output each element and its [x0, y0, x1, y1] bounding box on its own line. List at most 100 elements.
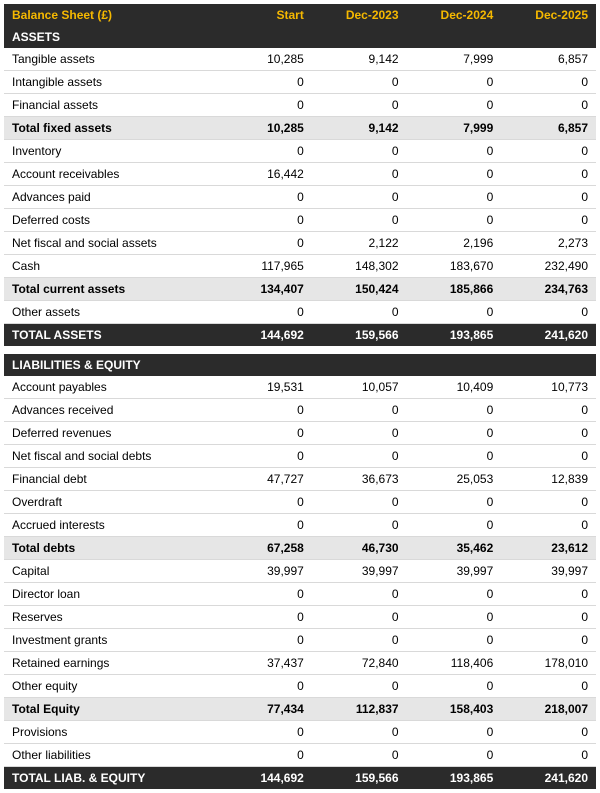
row-value: 10,285: [217, 117, 312, 140]
row-value: 234,763: [501, 278, 596, 301]
row-value: 0: [407, 140, 502, 163]
row-value: 0: [312, 163, 407, 186]
row-value: 0: [407, 186, 502, 209]
row-value: 10,057: [312, 376, 407, 399]
table-row: Overdraft0000: [4, 491, 596, 514]
table-row: Total current assets134,407150,424185,86…: [4, 278, 596, 301]
table-row: Total fixed assets10,2859,1427,9996,857: [4, 117, 596, 140]
row-value: 0: [217, 399, 312, 422]
row-value: 47,727: [217, 468, 312, 491]
row-value: 0: [217, 186, 312, 209]
row-label: Deferred costs: [4, 209, 217, 232]
row-value: 0: [407, 445, 502, 468]
row-value: 0: [217, 629, 312, 652]
table-row: Advances paid0000: [4, 186, 596, 209]
row-value: 0: [501, 445, 596, 468]
row-value: 0: [407, 744, 502, 767]
row-value: 0: [217, 94, 312, 117]
row-value: 193,865: [407, 767, 502, 790]
row-value: 0: [501, 399, 596, 422]
row-value: 0: [312, 399, 407, 422]
row-value: 0: [217, 422, 312, 445]
row-value: 0: [217, 232, 312, 255]
row-label: Financial debt: [4, 468, 217, 491]
row-label: Other assets: [4, 301, 217, 324]
table-row: Total Equity77,434112,837158,403218,007: [4, 698, 596, 721]
row-value: 241,620: [501, 767, 596, 790]
table-row: LIABILITIES & EQUITY: [4, 354, 596, 376]
row-label: Provisions: [4, 721, 217, 744]
row-value: 16,442: [217, 163, 312, 186]
row-value: 0: [217, 744, 312, 767]
table-row: Inventory0000: [4, 140, 596, 163]
row-value: 117,965: [217, 255, 312, 278]
row-value: 134,407: [217, 278, 312, 301]
row-value: 0: [312, 606, 407, 629]
row-value: 0: [501, 422, 596, 445]
row-value: 7,999: [407, 117, 502, 140]
row-label: Total fixed assets: [4, 117, 217, 140]
row-value: 0: [312, 422, 407, 445]
row-value: 23,612: [501, 537, 596, 560]
row-value: 0: [312, 301, 407, 324]
row-label: Intangible assets: [4, 71, 217, 94]
row-value: 0: [217, 583, 312, 606]
row-value: 0: [312, 721, 407, 744]
row-label: Other equity: [4, 675, 217, 698]
row-value: 67,258: [217, 537, 312, 560]
row-value: 0: [407, 606, 502, 629]
table-row: TOTAL LIAB. & EQUITY144,692159,566193,86…: [4, 767, 596, 790]
row-value: 0: [501, 186, 596, 209]
row-value: 0: [501, 94, 596, 117]
table-row: Total debts67,25846,73035,46223,612: [4, 537, 596, 560]
row-value: 0: [217, 140, 312, 163]
row-value: 0: [501, 301, 596, 324]
row-value: 241,620: [501, 324, 596, 347]
row-value: 12,839: [501, 468, 596, 491]
row-value: 0: [312, 675, 407, 698]
row-value: 0: [501, 209, 596, 232]
row-value: 144,692: [217, 324, 312, 347]
row-value: 118,406: [407, 652, 502, 675]
row-label: Cash: [4, 255, 217, 278]
section-label: LIABILITIES & EQUITY: [4, 354, 596, 376]
table-row: Accrued interests0000: [4, 514, 596, 537]
row-value: 9,142: [312, 117, 407, 140]
row-value: 0: [407, 675, 502, 698]
row-value: 232,490: [501, 255, 596, 278]
row-label: Total Equity: [4, 698, 217, 721]
row-value: 35,462: [407, 537, 502, 560]
row-value: 0: [501, 629, 596, 652]
table-row: Intangible assets0000: [4, 71, 596, 94]
row-value: 0: [217, 606, 312, 629]
row-value: 0: [501, 163, 596, 186]
row-value: 0: [312, 209, 407, 232]
table-row: Financial assets0000: [4, 94, 596, 117]
table-row: Advances received0000: [4, 399, 596, 422]
table-row: Account receivables16,442000: [4, 163, 596, 186]
table-row: Deferred revenues0000: [4, 422, 596, 445]
table-row: [4, 346, 596, 354]
row-value: 9,142: [312, 48, 407, 71]
row-value: 0: [217, 514, 312, 537]
row-value: 6,857: [501, 117, 596, 140]
row-value: 39,997: [501, 560, 596, 583]
row-label: TOTAL ASSETS: [4, 324, 217, 347]
row-value: 0: [217, 71, 312, 94]
row-label: Net fiscal and social assets: [4, 232, 217, 255]
row-value: 2,122: [312, 232, 407, 255]
row-value: 0: [407, 514, 502, 537]
row-value: 150,424: [312, 278, 407, 301]
row-value: 0: [312, 445, 407, 468]
row-value: 10,409: [407, 376, 502, 399]
row-value: 0: [217, 675, 312, 698]
section-label: ASSETS: [4, 26, 596, 48]
row-label: Overdraft: [4, 491, 217, 514]
row-value: 185,866: [407, 278, 502, 301]
table-row: TOTAL ASSETS144,692159,566193,865241,620: [4, 324, 596, 347]
row-value: 158,403: [407, 698, 502, 721]
table-row: Financial debt47,72736,67325,05312,839: [4, 468, 596, 491]
header-row: Balance Sheet (£) Start Dec-2023 Dec-202…: [4, 4, 596, 26]
balance-sheet-table: Balance Sheet (£) Start Dec-2023 Dec-202…: [4, 4, 596, 789]
table-row: Other assets0000: [4, 301, 596, 324]
